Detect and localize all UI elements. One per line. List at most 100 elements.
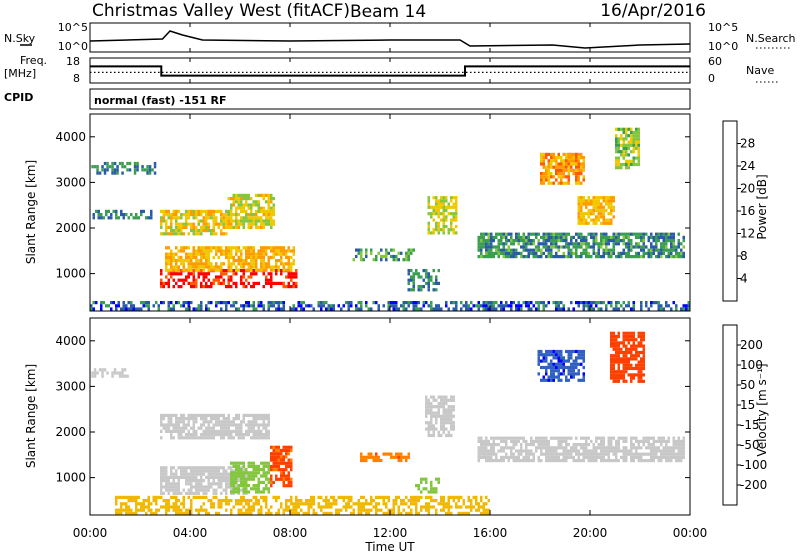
velocity-cell xyxy=(430,414,433,418)
velocity-cell xyxy=(275,461,278,465)
power-cell xyxy=(480,304,483,308)
velocity-cell xyxy=(445,411,448,415)
velocity-cell xyxy=(452,421,455,425)
velocity-cell xyxy=(175,426,178,430)
power-cell xyxy=(300,307,303,311)
power-cell xyxy=(482,301,485,305)
station-title: Christmas Valley West (fitACF) xyxy=(92,1,350,21)
power-cell xyxy=(530,251,533,255)
velocity-cell xyxy=(430,427,433,431)
power-cell xyxy=(577,208,580,213)
power-cell xyxy=(640,301,643,305)
velocity-cell xyxy=(285,448,288,453)
velocity-cell xyxy=(212,417,215,421)
velocity-cell xyxy=(617,357,620,361)
velocity-cell xyxy=(245,508,248,512)
velocity-cell xyxy=(185,472,188,476)
velocity-cell xyxy=(212,426,215,430)
velocity-cell xyxy=(520,436,523,440)
velocity-cell xyxy=(207,475,210,479)
power-cell xyxy=(265,246,268,250)
power-cell xyxy=(215,216,218,220)
velocity-cell xyxy=(215,469,218,473)
velocity-cell xyxy=(235,474,238,478)
velocity-cell xyxy=(252,477,255,481)
power-cell xyxy=(550,235,553,239)
velocity-cell xyxy=(505,436,508,440)
power-cell xyxy=(610,202,613,206)
power-cell xyxy=(412,285,415,289)
velocity-cell xyxy=(540,452,543,456)
velocity-cell xyxy=(642,360,645,364)
velocity-cell xyxy=(627,449,630,453)
power-cell xyxy=(602,205,605,209)
power-cell xyxy=(237,213,240,217)
velocity-cell xyxy=(557,443,560,447)
velocity-cell xyxy=(645,459,648,463)
power-cell xyxy=(627,248,630,252)
power-cell xyxy=(575,159,578,163)
velocity-cell xyxy=(420,490,423,494)
velocity-cell xyxy=(625,334,628,339)
velocity-cell xyxy=(597,436,600,440)
power-cell xyxy=(175,229,178,233)
velocity-cell xyxy=(370,495,373,499)
power-cell xyxy=(410,269,413,273)
velocity-cell xyxy=(195,475,198,479)
power-cell xyxy=(437,304,440,308)
velocity-cell xyxy=(607,459,610,463)
power-cell xyxy=(660,251,663,255)
power-cell xyxy=(260,216,263,220)
power-cell xyxy=(217,246,220,250)
power-cell xyxy=(390,254,393,259)
velocity-cell xyxy=(177,499,180,503)
power-cell xyxy=(250,268,253,272)
power-cell xyxy=(185,268,188,272)
velocity-cell xyxy=(255,413,258,417)
power-cell xyxy=(195,225,198,229)
power-cell xyxy=(552,232,555,236)
power-cell xyxy=(121,171,124,175)
power-cell xyxy=(125,304,128,308)
power-cell xyxy=(575,301,578,305)
velocity-cell xyxy=(180,475,183,479)
power-cell xyxy=(617,255,620,259)
velocity-cell xyxy=(677,455,680,459)
velocity-cell xyxy=(120,505,123,509)
velocity-cell xyxy=(547,349,550,354)
velocity-cell xyxy=(265,499,268,503)
velocity-cell xyxy=(252,426,255,430)
velocity-cell xyxy=(497,443,500,447)
power-cell xyxy=(682,304,685,308)
velocity-cell xyxy=(170,488,173,492)
power-cell xyxy=(527,239,530,243)
power-cell xyxy=(230,285,233,289)
velocity-cell xyxy=(240,426,243,430)
power-cell xyxy=(450,301,453,305)
power-cell xyxy=(542,301,545,305)
velocity-cell xyxy=(627,452,630,456)
velocity-cell xyxy=(402,455,405,459)
power-cell xyxy=(547,181,550,185)
power-cell xyxy=(597,242,600,246)
velocity-cell xyxy=(257,508,260,512)
velocity-cell xyxy=(597,452,600,456)
power-cell xyxy=(222,216,225,220)
power-colorbar-tick-label: 20 xyxy=(740,182,755,196)
power-cell xyxy=(487,232,490,236)
velocity-cell xyxy=(650,449,653,453)
power-cell xyxy=(570,255,573,259)
power-cell xyxy=(542,232,545,236)
velocity-cell xyxy=(230,423,233,427)
velocity-cell xyxy=(187,488,190,492)
velocity-cell xyxy=(342,495,345,499)
power-cell xyxy=(580,251,583,255)
velocity-cell xyxy=(167,505,170,509)
power-cell xyxy=(190,252,193,256)
velocity-cell xyxy=(397,505,400,509)
power-cell xyxy=(180,259,183,263)
power-cell xyxy=(220,249,223,253)
velocity-cell xyxy=(655,452,658,456)
power-cell xyxy=(147,301,150,305)
power-cell xyxy=(397,307,400,311)
